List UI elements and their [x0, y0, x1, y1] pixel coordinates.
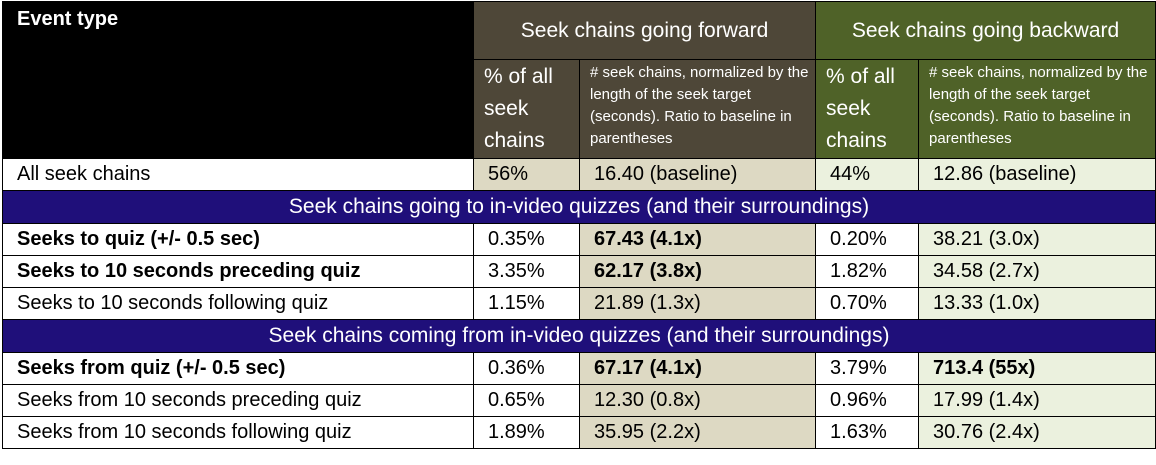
backward-norm-cell: 13.33 (1.0x)	[918, 287, 1156, 320]
table-row: Seeks from quiz (+/- 0.5 sec) 0.36% 67.1…	[2, 352, 1156, 385]
table-row: Seeks from 10 seconds preceding quiz 0.6…	[2, 384, 1156, 417]
backward-group-header: Seek chains going backward	[815, 1, 1156, 60]
table-row: Seeks to quiz (+/- 0.5 sec) 0.35% 67.43 …	[2, 223, 1156, 256]
backward-norm-cell: 30.76 (2.4x)	[918, 416, 1156, 449]
forward-norm-cell: 35.95 (2.2x)	[578, 416, 817, 449]
section-title: Seek chains coming from in-video quizzes…	[1, 319, 1156, 353]
forward-norm-cell: 62.17 (3.8x)	[578, 255, 817, 288]
forward-pct-cell: 1.89%	[473, 416, 580, 449]
forward-group-header: Seek chains going forward	[472, 1, 817, 60]
backward-norm-cell: 713.4 (55x)	[918, 352, 1156, 385]
forward-norm-cell: 67.43 (4.1x)	[578, 223, 817, 256]
forward-pct-cell: 3.35%	[473, 255, 580, 288]
section-title: Seek chains going to in-video quizzes (a…	[1, 190, 1156, 224]
backward-norm-cell: 34.58 (2.7x)	[918, 255, 1156, 288]
section-header-to-quiz: Seek chains going to in-video quizzes (a…	[1, 190, 1156, 224]
table-row: Seeks to 10 seconds following quiz 1.15%…	[2, 287, 1156, 320]
backward-norm-header: # seek chains, normalized by the length …	[918, 59, 1156, 159]
backward-pct-cell: 44%	[815, 158, 920, 191]
forward-pct-cell: 0.65%	[473, 384, 580, 417]
row-label: Seeks from quiz (+/- 0.5 sec)	[2, 352, 474, 385]
seek-chains-table: Event type Seek chains going forward See…	[1, 1, 1156, 449]
forward-pct-cell: 1.15%	[473, 287, 580, 320]
section-header-from-quiz: Seek chains coming from in-video quizzes…	[1, 319, 1156, 353]
backward-pct-header: % of all seek chains	[815, 59, 920, 159]
header-row-metrics: % of all seek chains # seek chains, norm…	[3, 59, 1156, 159]
row-label: Seeks to 10 seconds preceding quiz	[2, 255, 474, 288]
backward-pct-cell: 0.20%	[815, 223, 920, 256]
forward-norm-cell: 67.17 (4.1x)	[578, 352, 817, 385]
backward-pct-cell: 0.96%	[815, 384, 920, 417]
table-row: Seeks to 10 seconds preceding quiz 3.35%…	[2, 255, 1156, 288]
backward-norm-cell: 38.21 (3.0x)	[918, 223, 1156, 256]
row-label: Seeks to quiz (+/- 0.5 sec)	[2, 223, 474, 256]
backward-pct-cell: 1.63%	[815, 416, 920, 449]
baseline-row: All seek chains 56% 16.40 (baseline) 44%…	[2, 158, 1156, 191]
row-label: Seeks from 10 seconds following quiz	[2, 416, 474, 449]
header-row-groups: Event type Seek chains going forward See…	[2, 1, 1156, 159]
backward-pct-cell: 3.79%	[815, 352, 920, 385]
forward-norm-cell: 16.40 (baseline)	[578, 158, 817, 191]
forward-pct-cell: 56%	[473, 158, 580, 191]
forward-norm-cell: 12.30 (0.8x)	[578, 384, 817, 417]
row-label: Seeks to 10 seconds following quiz	[2, 287, 474, 320]
backward-norm-cell: 12.86 (baseline)	[918, 158, 1156, 191]
forward-pct-cell: 0.36%	[473, 352, 580, 385]
forward-pct-header: % of all seek chains	[473, 59, 580, 159]
table-row: Seeks from 10 seconds following quiz 1.8…	[2, 416, 1156, 449]
event-type-header: Event type	[2, 1, 474, 159]
row-label: Seeks from 10 seconds preceding quiz	[2, 384, 474, 417]
forward-pct-cell: 0.35%	[473, 223, 580, 256]
backward-pct-cell: 1.82%	[815, 255, 920, 288]
row-label: All seek chains	[2, 158, 474, 191]
backward-pct-cell: 0.70%	[815, 287, 920, 320]
forward-norm-header: # seek chains, normalized by the length …	[578, 59, 817, 159]
backward-norm-cell: 17.99 (1.4x)	[918, 384, 1156, 417]
forward-norm-cell: 21.89 (1.3x)	[578, 287, 817, 320]
